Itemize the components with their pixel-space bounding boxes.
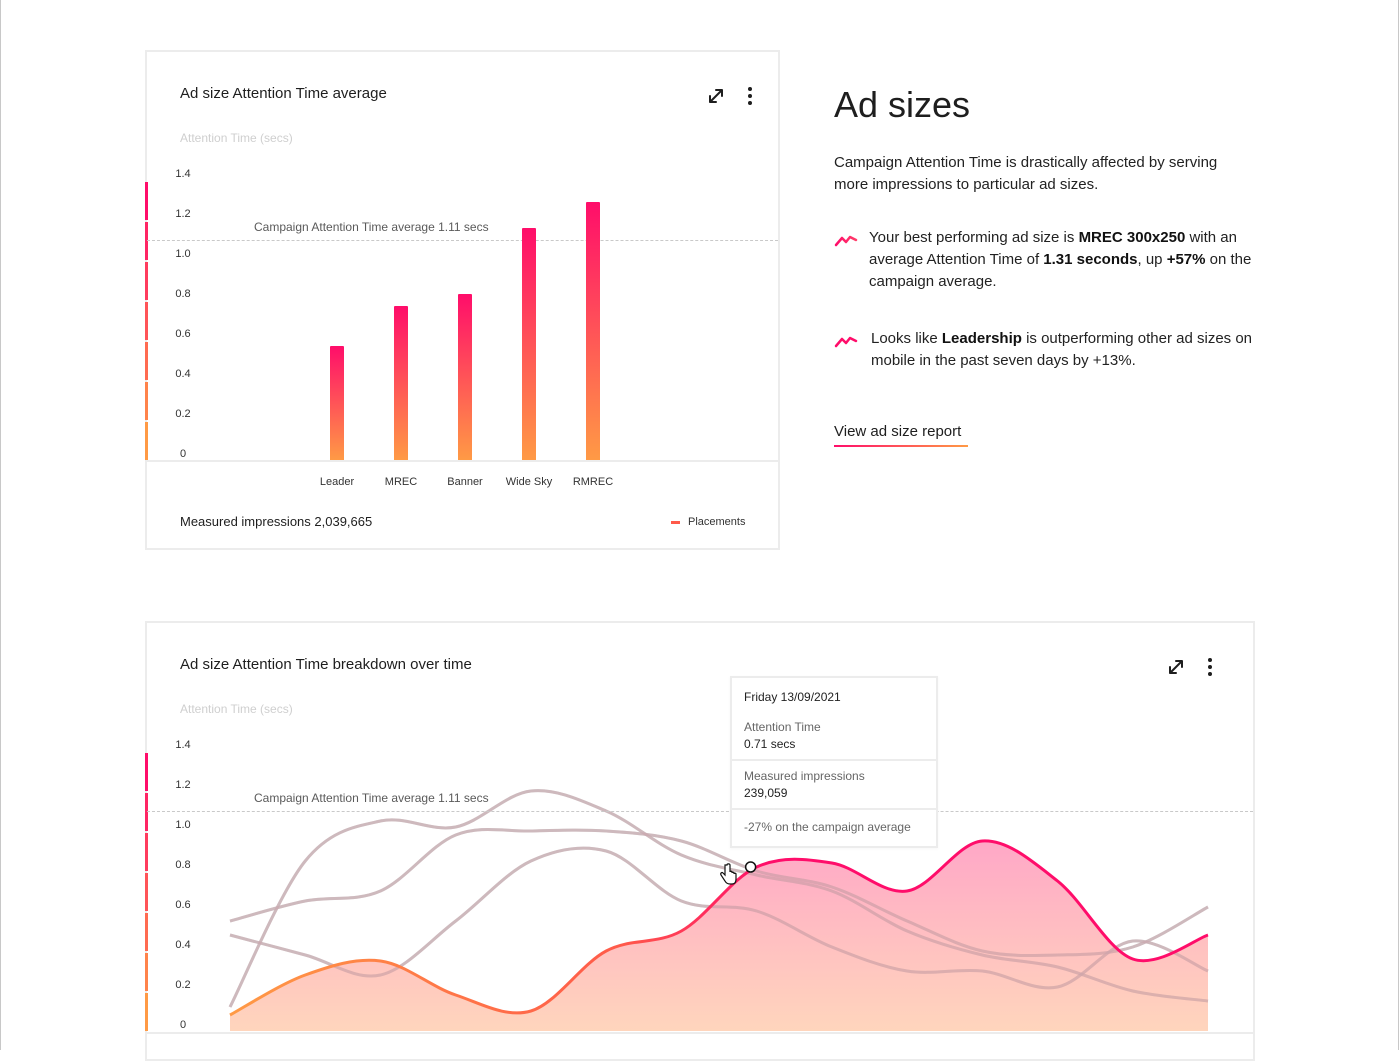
average-reference-label: Campaign Attention Time average 1.11 sec… <box>254 791 489 805</box>
average-reference-line <box>147 811 1253 812</box>
trend-up-icon <box>834 235 858 247</box>
chart-legend: Placements <box>671 516 745 528</box>
insight-best-size: Your best performing ad size is MREC 300… <box>869 227 1279 293</box>
scale-segment <box>145 342 148 380</box>
scale-segment <box>145 913 148 951</box>
y-tick-label: 0.6 <box>175 328 191 340</box>
y-tick-label: 0.8 <box>175 288 191 300</box>
insight-ad-size: MREC 300x250 <box>1078 229 1186 246</box>
frame-border-right <box>1398 0 1399 1050</box>
chart-tooltip: Friday 13/09/2021 Attention Time 0.71 se… <box>730 676 938 848</box>
scale-segment <box>145 422 148 460</box>
card-title: Ad size Attention Time breakdown over ti… <box>180 656 472 673</box>
insight-text: Looks like <box>871 330 942 347</box>
tooltip-metric-value: 0.71 secs <box>744 737 796 751</box>
x-tick-label: Banner <box>447 476 483 488</box>
scale-segment <box>145 382 148 420</box>
y-tick-label: 0 <box>179 448 187 460</box>
average-reference-line <box>147 240 778 241</box>
hover-point-marker[interactable] <box>744 861 757 873</box>
x-tick-label: RMREC <box>572 476 614 488</box>
insight-text: Your best performing ad size is <box>869 229 1079 246</box>
tooltip-comparison: -27% on the campaign average <box>744 820 911 834</box>
y-axis-label: Attention Time (secs) <box>180 702 293 716</box>
expand-icon[interactable] <box>1165 656 1187 678</box>
scale-segment <box>145 953 148 991</box>
y-tick-label: 1.4 <box>175 739 191 751</box>
y-tick-label: 0.4 <box>175 368 191 380</box>
bar-mrec[interactable] <box>394 306 408 460</box>
y-tick-label: 1.0 <box>175 819 191 831</box>
section-title: Ad sizes <box>834 84 971 125</box>
insight-leadership: Looks like Leadership is outperforming o… <box>871 328 1281 372</box>
y-tick-label: 1.2 <box>175 208 191 220</box>
tooltip-metric-label: Attention Time <box>744 720 821 734</box>
x-tick-label: Leader <box>319 476 355 488</box>
measured-impressions: Measured impressions 2,039,665 <box>180 514 373 529</box>
bar-leader[interactable] <box>330 346 344 460</box>
expand-icon[interactable] <box>705 85 727 107</box>
bar-rmrec[interactable] <box>586 202 600 460</box>
legend-label: Placements <box>688 516 746 528</box>
insight-text: on the campaign average. <box>869 251 1252 290</box>
y-axis-label: Attention Time (secs) <box>180 131 293 145</box>
bar-banner[interactable] <box>458 294 472 460</box>
tooltip-impressions-value: 239,059 <box>744 786 788 800</box>
bar-wide-sky[interactable] <box>522 228 536 460</box>
insight-time: 1.31 seconds <box>1043 251 1138 268</box>
line-chart-plot[interactable] <box>147 623 1253 1059</box>
insight-ad-size: Leadership <box>941 330 1022 347</box>
average-reference-label: Campaign Attention Time average 1.11 sec… <box>254 220 489 234</box>
y-tick-label: 0.8 <box>175 859 191 871</box>
series-line-muted-overlay <box>229 827 1209 958</box>
y-tick-label: 1.0 <box>175 248 191 260</box>
more-vertical-icon[interactable] <box>1199 656 1221 678</box>
insight-text: with an average Attention Time of <box>869 229 1237 268</box>
x-tick-label: MREC <box>384 476 418 488</box>
scale-segment <box>145 833 148 871</box>
scale-segment <box>145 302 148 340</box>
legend-swatch <box>671 520 680 524</box>
series-line-muted-overlay <box>229 846 1209 990</box>
link-underline <box>834 445 968 447</box>
card-title: Ad size Attention Time average <box>180 85 387 102</box>
scale-segment <box>145 182 148 220</box>
view-ad-size-report-link[interactable]: View ad size report <box>834 423 962 440</box>
hand-cursor-icon <box>720 863 737 885</box>
more-vertical-icon[interactable] <box>739 85 761 107</box>
series-area-highlighted <box>230 840 1208 1031</box>
trend-up-icon <box>834 336 858 348</box>
y-tick-label: 1.2 <box>175 779 191 791</box>
insight-percent: +57% <box>1166 251 1206 268</box>
scale-segment <box>145 753 148 791</box>
series-line-highlighted[interactable] <box>229 839 1209 1017</box>
y-tick-label: 0.2 <box>175 979 191 991</box>
insight-text: , up <box>1137 251 1167 268</box>
insight-text: is outperforming other ad sizes on mobil… <box>871 330 1253 369</box>
line-chart-card: Ad size Attention Time breakdown over ti… <box>145 621 1255 1061</box>
x-axis-line <box>147 460 778 462</box>
tooltip-date: Friday 13/09/2021 <box>744 690 841 704</box>
bar-chart-card: Ad size Attention Time average Attention… <box>145 50 780 550</box>
y-tick-label: 1.4 <box>175 168 191 180</box>
series-line-muted-overlay <box>228 789 1209 1008</box>
scale-segment <box>145 793 148 831</box>
x-axis-line <box>147 1032 1253 1034</box>
x-tick-label: Wide Sky <box>505 476 553 488</box>
scale-segment <box>145 222 148 260</box>
scale-segment <box>145 993 148 1031</box>
y-tick-label: 0 <box>179 1019 187 1031</box>
scale-segment <box>145 262 148 300</box>
section-intro: Campaign Attention Time is drastically a… <box>834 154 1218 193</box>
y-tick-label: 0.2 <box>175 408 191 420</box>
tooltip-impressions-label: Measured impressions <box>744 769 865 783</box>
frame-border-left <box>0 0 1 1050</box>
scale-segment <box>145 873 148 911</box>
y-tick-label: 0.4 <box>175 939 191 951</box>
y-tick-label: 0.6 <box>175 899 191 911</box>
